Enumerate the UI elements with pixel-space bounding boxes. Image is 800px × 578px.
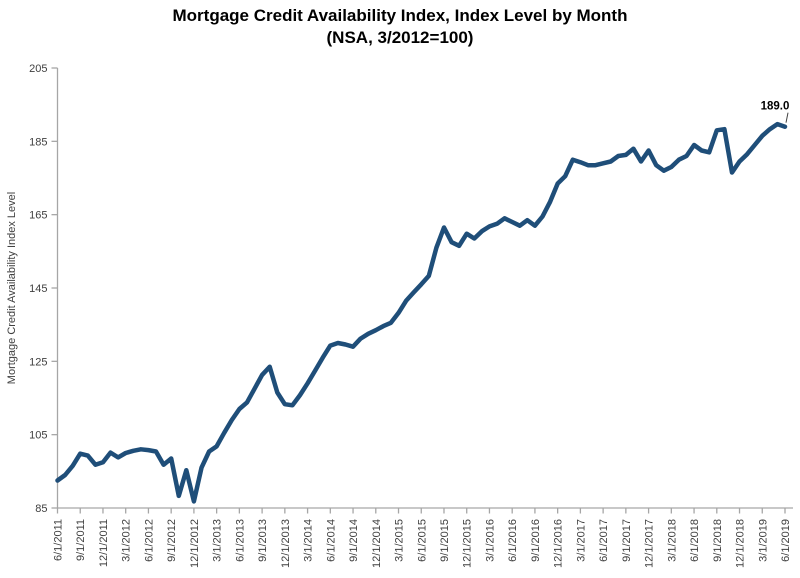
x-tick-label: 3/1/2015: [394, 519, 406, 562]
x-tick-label: 12/1/2012: [189, 519, 201, 568]
x-tick-label: 12/1/2013: [280, 519, 292, 568]
x-tick-label: 12/1/2018: [735, 519, 747, 568]
y-axis-title: Mortgage Credit Availability Index Level: [6, 192, 18, 384]
y-tick-label: 185: [29, 136, 47, 148]
x-tick-label: 9/1/2011: [75, 519, 87, 561]
x-tick-label: 9/1/2017: [621, 519, 633, 562]
x-tick-label: 6/1/2016: [507, 519, 519, 562]
y-tick-label: 145: [29, 283, 47, 295]
x-tick-label: 12/1/2015: [462, 519, 474, 568]
x-tick-label: 12/1/2016: [553, 519, 565, 568]
x-tick-label: 9/1/2016: [530, 519, 542, 562]
y-tick-label: 165: [29, 210, 47, 222]
x-tick-label: 9/1/2015: [439, 519, 451, 562]
end-label-leader: [785, 112, 789, 123]
x-tick-label: 6/1/2017: [598, 519, 610, 562]
chart-title-line2: (NSA, 3/2012=100): [326, 28, 474, 47]
x-tick-label: 12/1/2014: [371, 519, 383, 568]
x-tick-label: 9/1/2013: [257, 519, 269, 562]
x-tick-label: 6/1/2014: [325, 519, 337, 562]
y-tick-label: 125: [29, 356, 47, 368]
x-tick-label: 3/1/2018: [666, 519, 678, 562]
y-tick-label: 205: [29, 63, 47, 75]
x-tick-label: 3/1/2012: [121, 519, 133, 562]
x-tick-label: 9/1/2018: [712, 519, 724, 562]
y-tick-label: 105: [29, 430, 47, 442]
y-tick-label: 85: [35, 503, 47, 515]
mcai-series-line: [55, 121, 788, 504]
chart-title-line1: Mortgage Credit Availability Index, Inde…: [172, 6, 628, 25]
x-tick-label: 6/1/2013: [234, 519, 246, 562]
end-value-label: 189.0: [761, 101, 790, 113]
x-tick-label: 9/1/2012: [166, 519, 178, 562]
x-tick-label: 3/1/2017: [575, 519, 587, 562]
x-tick-label: 3/1/2014: [303, 519, 315, 562]
x-tick-label: 12/1/2017: [644, 519, 656, 568]
x-tick-label: 6/1/2012: [143, 519, 155, 562]
chart-title: Mortgage Credit Availability Index, Inde…: [0, 5, 800, 49]
x-tick-label: 6/1/2018: [689, 519, 701, 562]
x-tick-label: 6/1/2019: [780, 519, 792, 562]
x-tick-label: 3/1/2013: [212, 519, 224, 562]
x-tick-label: 3/1/2016: [484, 519, 496, 562]
x-tick-label: 6/1/2015: [416, 519, 428, 562]
x-tick-label: 3/1/2019: [757, 519, 769, 562]
x-tick-label: 12/1/2011: [98, 519, 110, 567]
x-tick-label: 6/1/2011: [53, 519, 65, 561]
x-tick-label: 9/1/2014: [348, 519, 360, 562]
